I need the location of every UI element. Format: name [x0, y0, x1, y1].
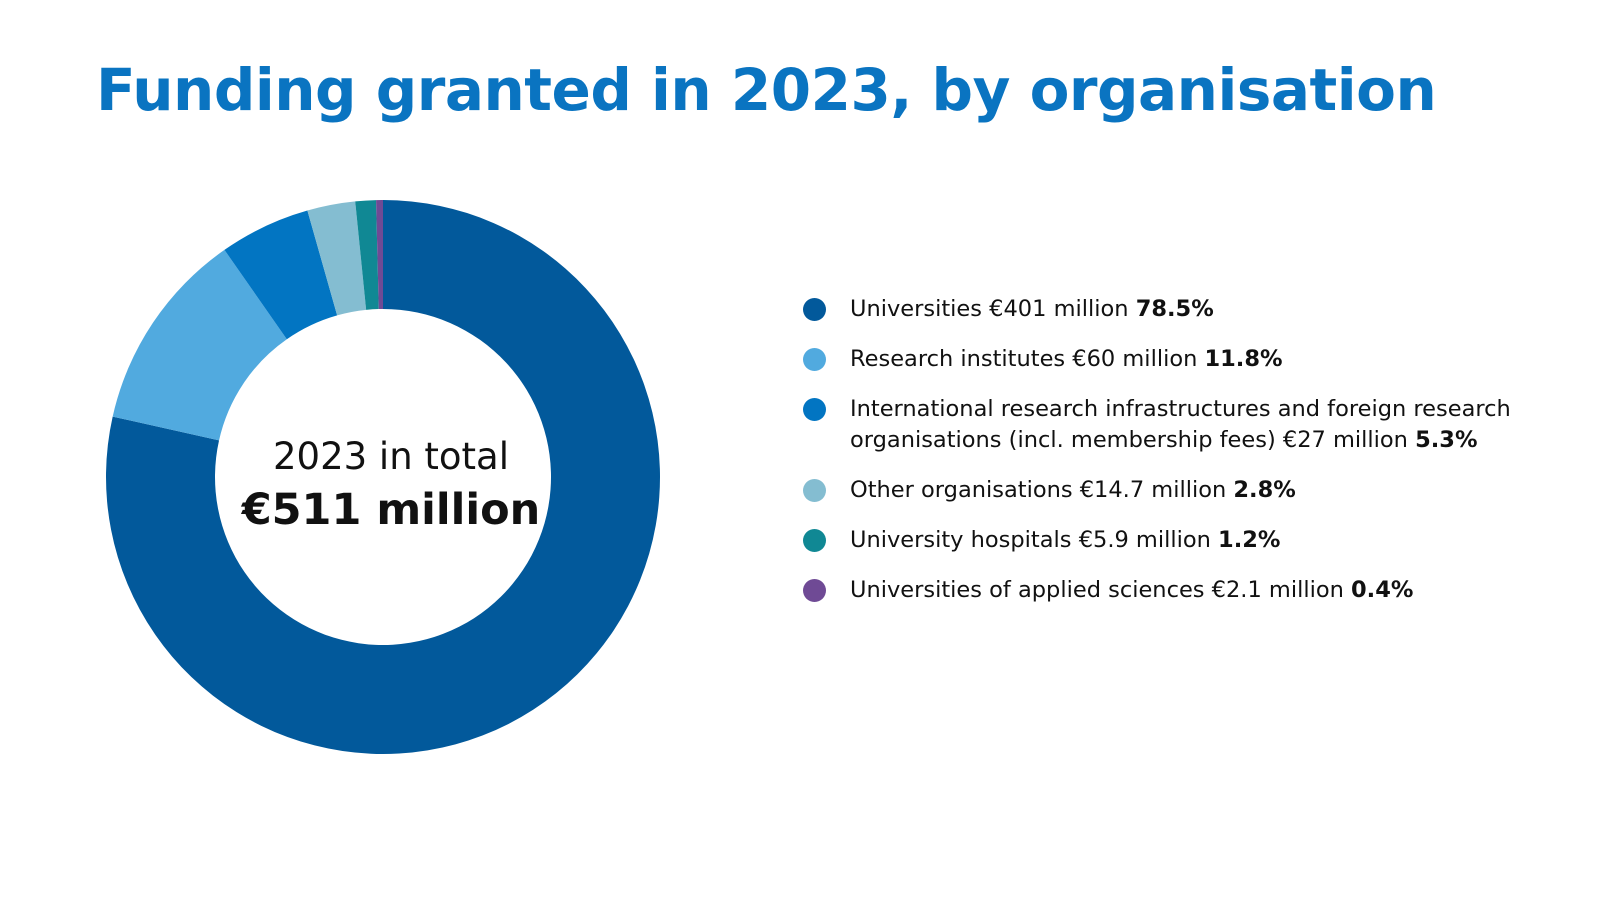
legend: Universities €401 million 78.5% Research… [803, 294, 1563, 625]
legend-label: International research infrastructures a… [850, 396, 1511, 453]
legend-percent: 5.3% [1415, 427, 1478, 453]
donut-slice-applied-sciences [376, 200, 383, 310]
donut-slice-other-organisations [307, 201, 367, 316]
legend-amount: €5.9 million [1078, 527, 1211, 553]
donut-slice-university-hospitals [355, 200, 379, 310]
legend-label: Research institutes [850, 346, 1066, 372]
legend-amount: €2.1 million [1211, 577, 1344, 603]
donut-chart-area: 2023 in total €511 million [96, 190, 696, 780]
legend-label: Universities of applied sciences [850, 577, 1205, 603]
legend-item: Research institutes €60 million 11.8% [803, 344, 1563, 375]
legend-percent: 0.4% [1351, 577, 1414, 603]
legend-item: University hospitals €5.9 million 1.2% [803, 525, 1563, 556]
legend-percent: 1.2% [1218, 527, 1281, 553]
legend-label: Other organisations [850, 477, 1073, 503]
chart-title: Funding granted in 2023, by organisation [96, 56, 1437, 124]
legend-amount: €27 million [1282, 427, 1408, 453]
legend-item: International research infrastructures a… [803, 394, 1563, 456]
legend-item: Other organisations €14.7 million 2.8% [803, 475, 1563, 506]
legend-swatch-research-institutes [803, 348, 826, 371]
donut-slice-universities [106, 200, 661, 755]
legend-amount: €14.7 million [1079, 477, 1227, 503]
donut-slice-international [224, 210, 338, 340]
legend-item: Universities of applied sciences €2.1 mi… [803, 575, 1563, 606]
legend-swatch-universities [803, 298, 826, 321]
legend-item: Universities €401 million 78.5% [803, 294, 1563, 325]
legend-label: University hospitals [850, 527, 1072, 553]
center-total-value: €511 million [241, 485, 541, 535]
center-total-label: 2023 in total [272, 435, 510, 478]
legend-swatch-university-hospitals [803, 529, 826, 552]
legend-percent: 78.5% [1135, 296, 1214, 322]
legend-percent: 11.8% [1204, 346, 1283, 372]
donut-slice-research-institutes [112, 249, 287, 441]
legend-amount: €60 million [1072, 346, 1198, 372]
donut-chart [106, 200, 661, 755]
legend-swatch-international [803, 398, 826, 421]
legend-amount: €401 million [989, 296, 1129, 322]
legend-swatch-other-organisations [803, 479, 826, 502]
legend-swatch-applied-sciences [803, 579, 826, 602]
legend-percent: 2.8% [1233, 477, 1296, 503]
legend-label: Universities [850, 296, 983, 322]
